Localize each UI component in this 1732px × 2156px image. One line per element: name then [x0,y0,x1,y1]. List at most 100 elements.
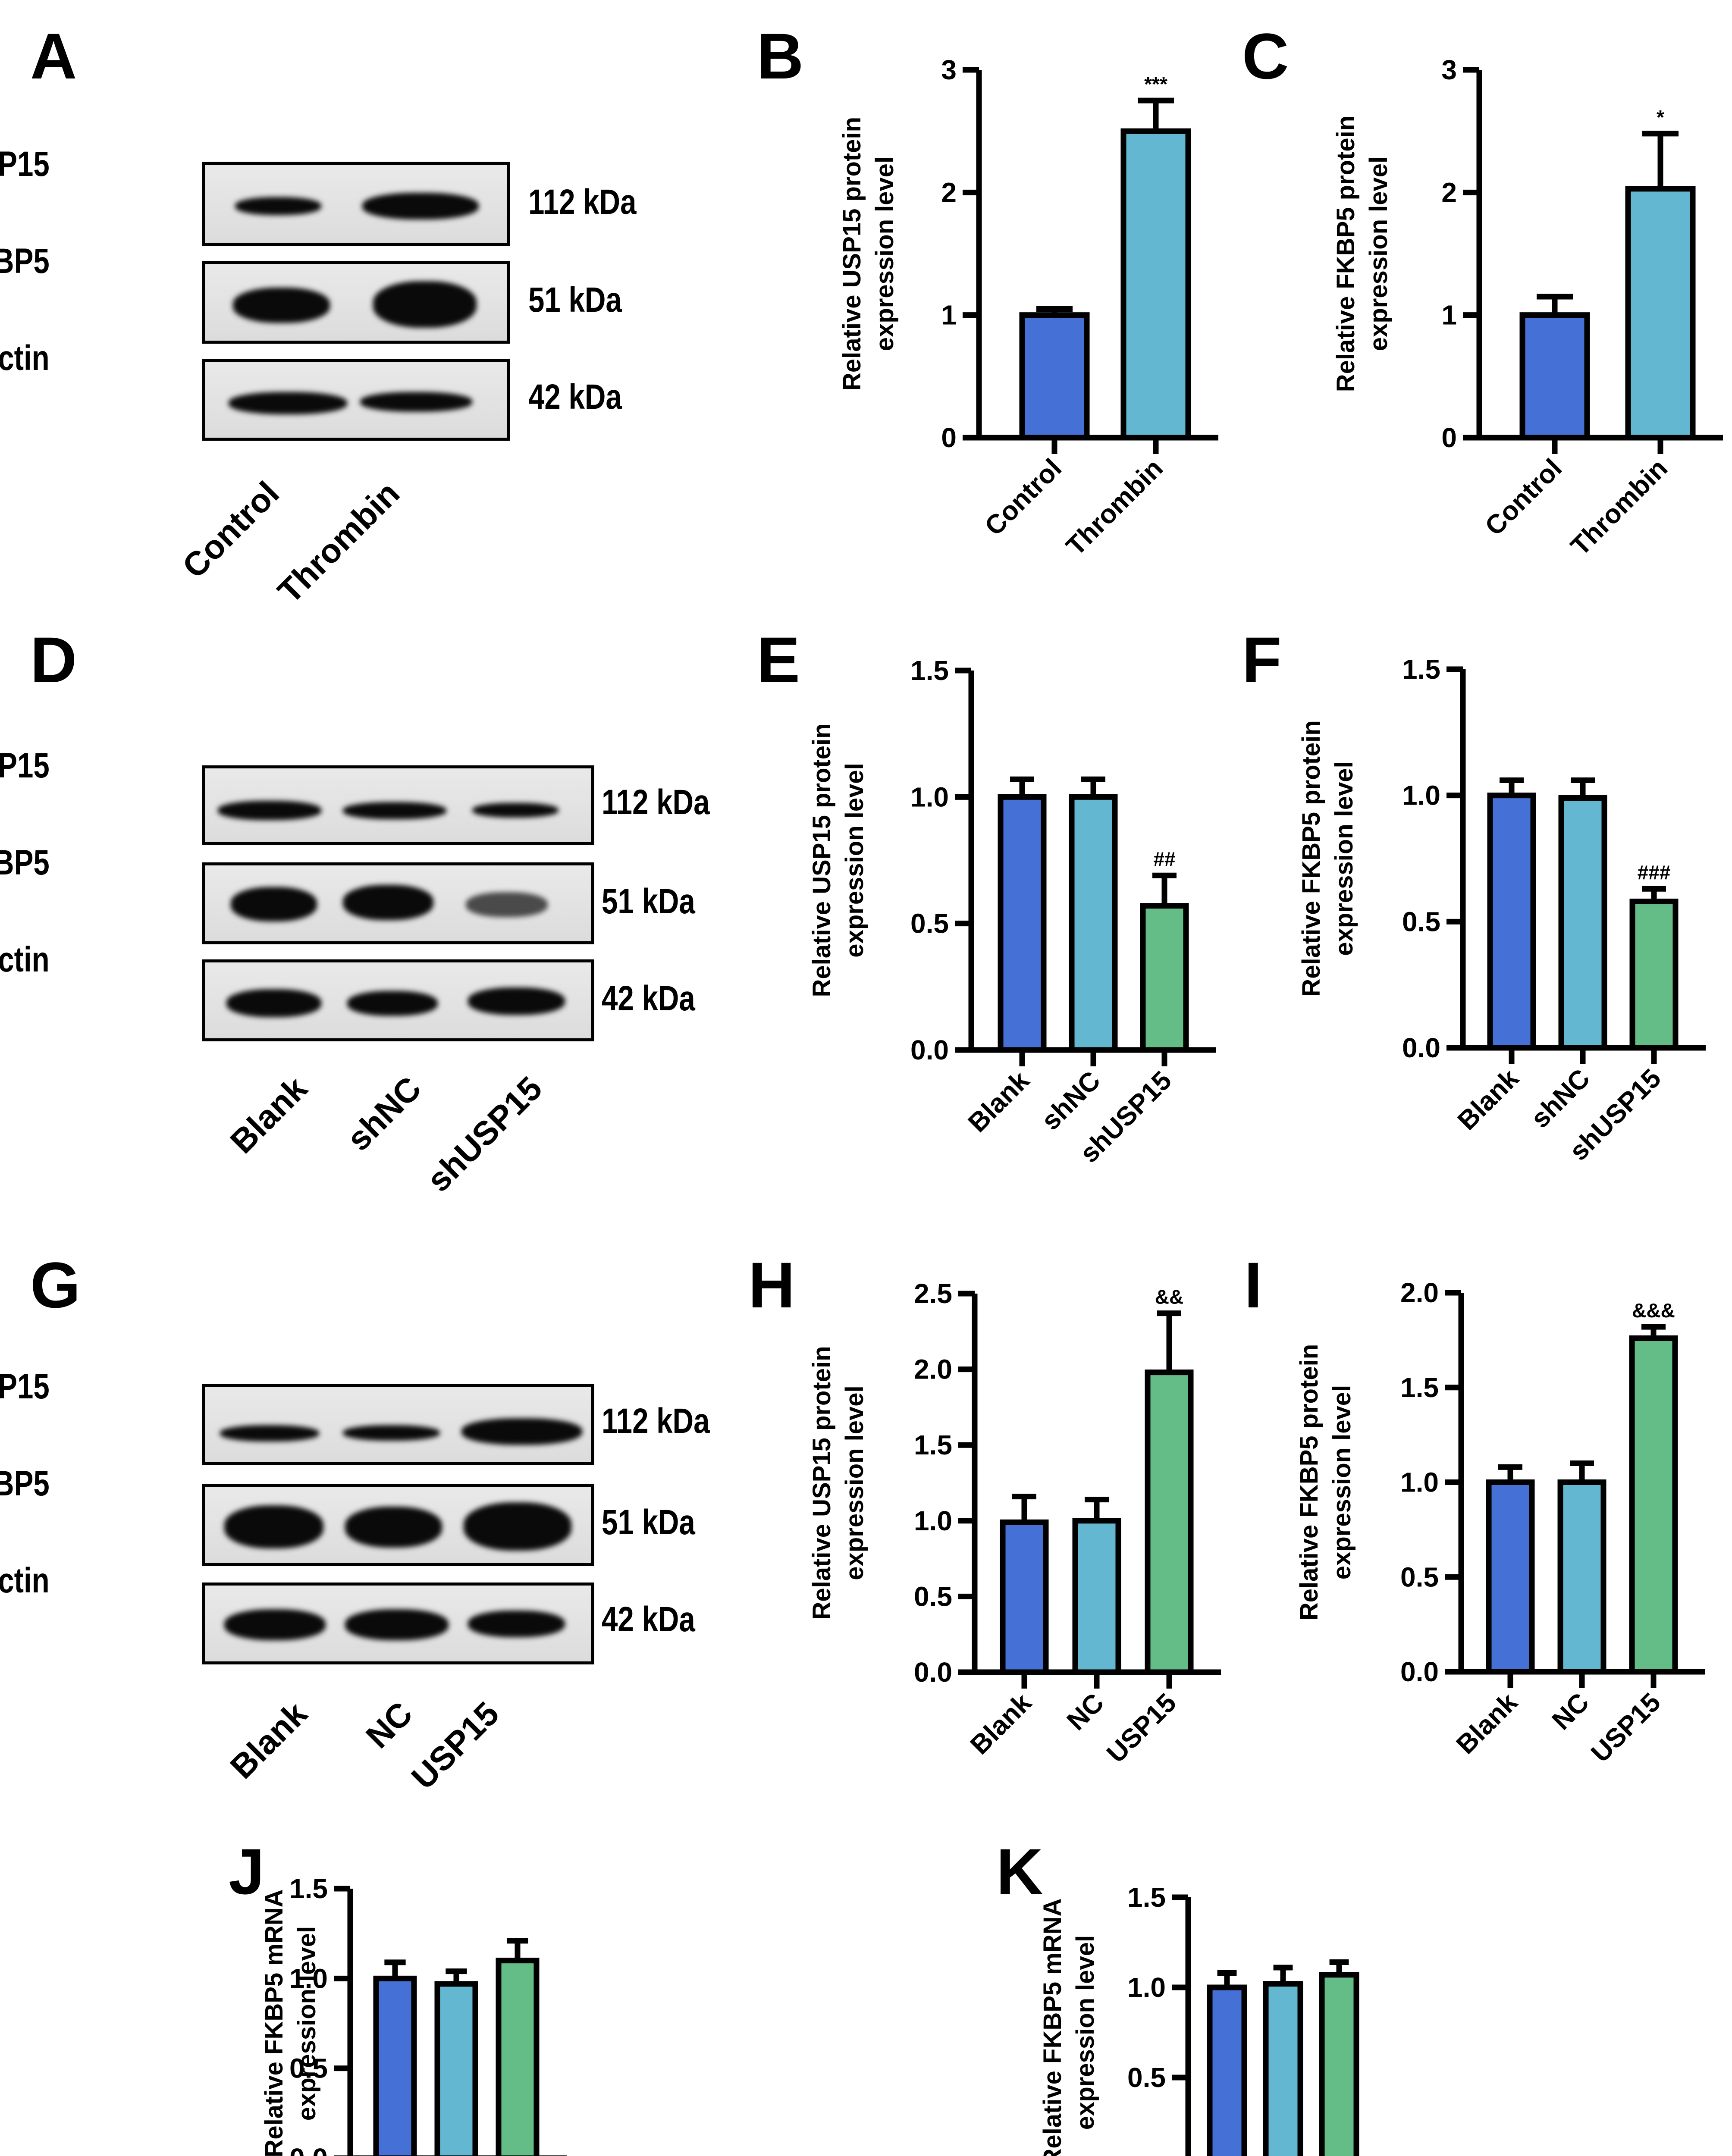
protein-label-usp15: USP15 [0,144,50,184]
significance-marker: *** [1144,73,1167,95]
bar-chart-b: Relative USP15 protein expression level Co… [838,54,1218,561]
blot-row-usp15 [202,1384,594,1465]
y-tick-label: 0.0 [914,1657,952,1688]
y-tick-label: 0.5 [914,1581,952,1612]
y-axis-label-line: expression level [841,763,869,957]
y-axis-label: Relative FKBP5 mRNA expression level [1039,1898,1099,2156]
y-tick-label: 0.5 [910,908,949,939]
y-tick-label: 1.0 [914,1505,952,1536]
band [229,392,347,414]
band [468,987,565,1015]
y-tick-label: 0.0 [1127,2152,1166,2156]
band [347,991,438,1016]
lane-label: NC [358,1694,420,1756]
panel-letter-b: B [757,20,804,92]
panel-letter-i: I [1244,1249,1262,1321]
panel-letter-e: E [757,624,800,696]
panel-letter-g: G [30,1249,81,1321]
band [472,803,559,818]
x-tick-label: NC [1061,1688,1110,1736]
y-tick-label: 1 [1441,300,1457,331]
lane-label: Blank [223,1694,314,1786]
lane-label: shUSP15 [419,1069,549,1199]
significance-marker: * [1657,106,1664,128]
panel-letter-j: J [229,1835,265,1908]
bar-blank [1486,1479,1535,1675]
bar-nc [1072,1518,1121,1675]
bar-shusp15 [496,1958,540,2156]
x-tick-label: USP15 [1101,1688,1182,1769]
y-tick-label: 1.5 [1400,1372,1439,1403]
y-axis-label-line: expression level [1330,761,1358,956]
x-tick-label: Blank [963,1065,1035,1138]
y-axis-label-line: Relative USP15 protein [808,724,836,997]
lane-label: Thrombin [270,474,407,611]
y-tick-label: 1.0 [1400,1467,1439,1498]
blot-row-beta-actin [202,1583,594,1664]
band [235,197,321,215]
y-axis-label: Relative USP15 protein expression level [838,117,899,391]
x-tick-label: Thrombin [1061,453,1169,561]
bar-control [1519,312,1590,441]
band [360,392,472,412]
y-axis-label-line: Relative FKBP5 mRNA [260,1889,288,2156]
bar-shnc [434,1981,478,2156]
y-tick-label: 1.0 [910,781,949,812]
blot-row-beta-actin [202,359,510,441]
band [343,1425,440,1441]
bar-shnc [1069,794,1118,1053]
y-tick-label: 1.5 [289,1873,328,1904]
y-tick-label: 1.5 [1402,654,1440,685]
kda-label: 42 kDa [602,979,695,1018]
y-tick-label: 0.0 [1400,1656,1439,1687]
x-tick-label: shNC [1525,1063,1596,1134]
y-axis-label-line: expression level [1071,1935,1099,2130]
bar-thrombin [1625,186,1696,441]
y-axis-label: Relative FKBP5 protein expression level [1332,116,1393,392]
y-tick-label: 2.5 [914,1278,952,1309]
x-tick-label: Blank [1452,1063,1525,1136]
panel-letter-h: H [748,1249,795,1321]
bar-shusp15 [1140,903,1189,1053]
blot-row-fkbp5 [202,261,510,344]
band [343,802,446,819]
protein-label-usp15: USP15 [0,746,50,785]
y-tick-label: 1.5 [910,655,949,686]
protein-label-fkbp5: FKBP5 [0,843,50,882]
x-tick-label: USP15 [1585,1687,1666,1768]
y-axis-label-line: Relative FKBP5 protein [1332,116,1360,392]
bar-thrombin [1120,128,1191,441]
lane-label: Blank [223,1069,314,1161]
blot-row-beta-actin [202,959,594,1041]
band [345,1507,442,1548]
y-tick-label: 0 [1441,422,1457,453]
y-axis-label: Relative FKBP5 mRNA expression level [260,1889,321,2156]
band [224,1505,323,1548]
y-axis-label-line: expression level [1365,157,1393,351]
y-axis-label: Relative FKBP5 protein expression level [1297,720,1358,997]
bar-shusp15 [1629,899,1679,1051]
protein-label-fkbp5: FKBP5 [0,241,50,281]
x-tick-label: Blank [1451,1687,1524,1760]
band [345,1609,449,1640]
bar-control [1019,312,1090,441]
y-tick-label: 3 [941,54,957,85]
x-tick-label: NC [1547,1687,1595,1736]
y-tick-label: 2 [1441,177,1457,208]
y-tick-label: 0.0 [1402,1032,1440,1063]
y-tick-label: 2.0 [914,1354,952,1385]
bar-usp15 [1629,1335,1678,1675]
lane-label: shNC [339,1069,429,1158]
y-axis-label-line: expression level [293,1926,321,2121]
y-axis-label-line: Relative FKBP5 mRNA [1039,1898,1067,2156]
bar-blank [1207,1984,1247,2156]
x-tick-label: Control [1479,453,1568,542]
bar-blank [373,1975,417,2156]
panel-letter-k: K [996,1835,1043,1908]
x-tick-label: Blank [965,1688,1038,1761]
panel-letter-d: D [30,624,77,696]
y-tick-label: 0.5 [289,2053,328,2084]
